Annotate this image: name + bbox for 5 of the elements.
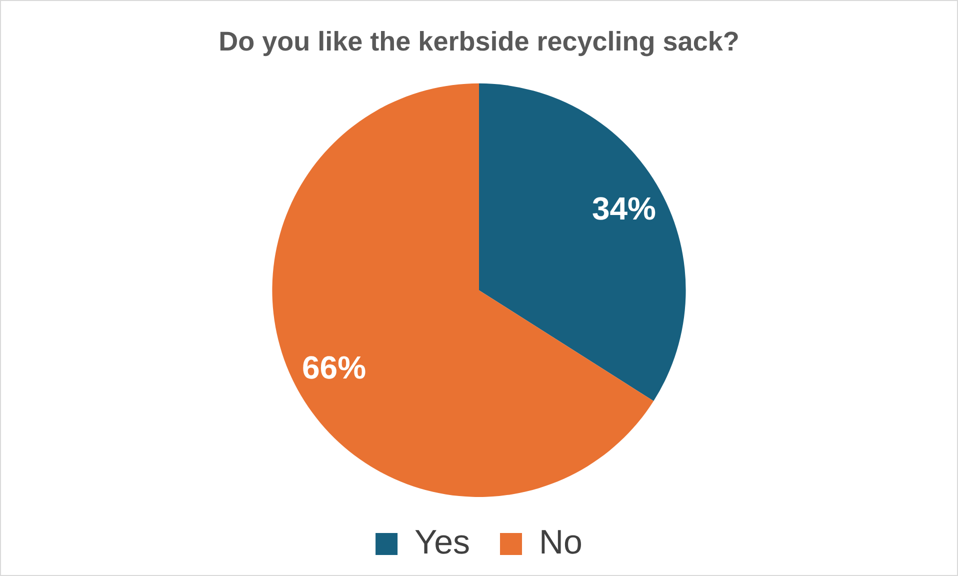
chart-title: Do you like the kerbside recycling sack?: [218, 26, 740, 57]
legend-label: No: [539, 523, 582, 562]
legend-label: Yes: [414, 523, 470, 562]
data-label: 66%: [302, 350, 366, 386]
data-label: 34%: [592, 190, 656, 226]
